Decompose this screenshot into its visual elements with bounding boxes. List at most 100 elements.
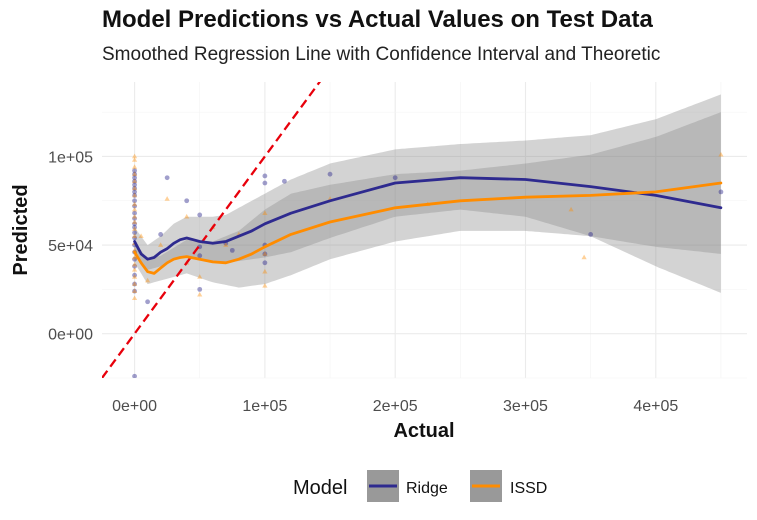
reference-line-layer (102, 82, 322, 378)
data-point-ridge (327, 171, 333, 177)
data-point-issd (131, 206, 138, 212)
smooth-lines (133, 176, 723, 275)
smooth-line-issd (133, 181, 723, 275)
data-point-ridge (158, 232, 164, 237)
chart-subtitle: Smoothed Regression Line with Confidence… (102, 44, 661, 65)
data-point-ridge (132, 288, 137, 294)
data-point-issd (262, 283, 268, 288)
data-point-ridge (132, 224, 137, 230)
x-tick-label: 3e+05 (503, 398, 548, 415)
data-point-ridge (718, 189, 724, 195)
data-point-ridge (262, 173, 268, 179)
data-point-ridge (132, 210, 137, 216)
x-tick-label: 2e+05 (373, 398, 418, 415)
chart-title: Model Predictions vs Actual Values on Te… (102, 6, 653, 33)
data-point-issd (131, 288, 138, 293)
data-point-ridge (132, 168, 137, 174)
y-tick-label: 5e+04 (48, 238, 93, 255)
y-tick-labels: 0e+00 5e+04 1e+05 (48, 149, 93, 343)
y-axis-label: Predicted (10, 184, 32, 275)
data-point-issd (145, 277, 151, 283)
data-point-ridge (282, 178, 287, 184)
data-point-ridge (262, 180, 268, 186)
confidence-band-issd (134, 112, 721, 288)
data-point-issd (131, 219, 138, 224)
data-point-ridge (262, 251, 268, 257)
data-point-ridge (132, 171, 137, 177)
data-point-ridge (588, 232, 594, 237)
y-tick-label: 1e+05 (48, 149, 93, 166)
data-point-issd (262, 268, 268, 274)
confidence-band-ridge (134, 94, 721, 293)
data-point-issd (184, 213, 190, 219)
data-point-ridge (229, 247, 235, 253)
data-point-ridge (197, 253, 203, 259)
data-point-issd (131, 261, 138, 267)
x-tick-label: 0e+00 (112, 398, 157, 415)
data-point-issd (138, 233, 144, 239)
data-point-ridge (132, 235, 137, 241)
data-point-ridge (262, 260, 268, 266)
data-point-issd (131, 254, 138, 260)
legend: Model Ridge ISSD (293, 470, 547, 502)
data-point-issd (131, 233, 138, 239)
y-tick-label: 0e+00 (48, 327, 93, 344)
data-point-issd (197, 291, 203, 297)
data-point-issd (131, 267, 138, 272)
data-point-ridge (132, 272, 137, 278)
data-point-ridge (132, 185, 137, 191)
x-axis-label: Actual (393, 420, 454, 442)
x-tick-label: 1e+05 (242, 398, 287, 415)
data-point-ridge (132, 230, 137, 236)
data-point-issd (131, 247, 138, 253)
data-point-ridge (132, 189, 137, 195)
data-point-ridge (132, 221, 137, 227)
grid-layer (102, 82, 747, 379)
data-point-issd (131, 192, 138, 198)
data-point-issd (131, 164, 138, 169)
data-point-issd (131, 281, 138, 286)
smooth-line-ridge (133, 176, 723, 261)
data-point-issd (131, 295, 138, 301)
data-point-ridge (132, 178, 137, 184)
legend-item-issd: ISSD (470, 470, 547, 502)
data-point-issd (131, 178, 138, 184)
data-point-ridge (132, 373, 137, 378)
data-point-issd (131, 274, 138, 279)
data-point-issd (262, 251, 268, 256)
data-point-ridge (132, 175, 137, 181)
data-point-ridge (392, 175, 398, 181)
x-tick-labels: 0e+00 1e+05 2e+05 3e+05 4e+05 (112, 398, 678, 415)
confidence-bands (134, 94, 721, 293)
data-point-ridge (132, 216, 137, 221)
data-point-issd (262, 210, 268, 215)
data-point-issd (131, 157, 138, 162)
data-point-issd (581, 254, 587, 260)
x-tick-label: 4e+05 (633, 398, 678, 415)
data-point-ridge (164, 175, 170, 181)
legend-label-issd: ISSD (510, 480, 547, 497)
data-point-issd (131, 171, 138, 176)
data-point-ridge (132, 203, 137, 209)
data-point-ridge (132, 193, 137, 198)
data-point-ridge (132, 256, 137, 262)
data-point-ridge (132, 263, 137, 269)
data-point-issd (223, 242, 229, 247)
data-point-ridge (197, 286, 203, 292)
legend-label-ridge: Ridge (406, 480, 448, 497)
data-point-ridge (197, 212, 203, 218)
data-point-issd (164, 196, 170, 201)
data-point-ridge (145, 299, 151, 305)
data-point-issd (197, 274, 203, 279)
data-point-issd (131, 213, 138, 219)
scatter-points (131, 151, 724, 378)
data-point-issd (131, 226, 138, 231)
data-point-ridge (132, 281, 137, 287)
data-point-issd (131, 201, 138, 207)
reference-line (102, 82, 322, 378)
data-point-issd (131, 185, 138, 191)
data-point-issd (131, 153, 138, 159)
data-point-ridge (184, 198, 190, 204)
legend-title: Model (293, 477, 347, 499)
